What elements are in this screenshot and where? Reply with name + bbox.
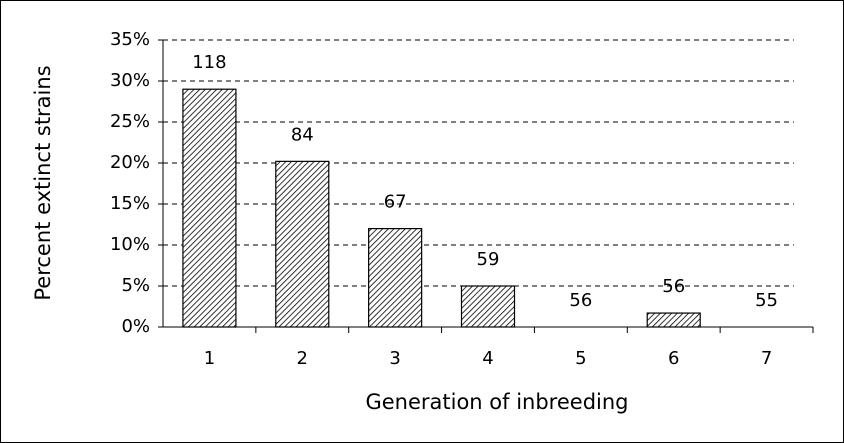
bar xyxy=(646,312,701,328)
x-tick-label: 1 xyxy=(204,348,215,369)
data-label: 56 xyxy=(662,276,685,297)
data-label: 118 xyxy=(192,52,226,73)
y-tick-label: 10% xyxy=(110,234,150,255)
bar xyxy=(368,228,423,328)
data-label: 55 xyxy=(755,290,778,311)
y-tick-label: 30% xyxy=(110,70,150,91)
y-tick-label: 20% xyxy=(110,152,150,173)
x-tick-label: 7 xyxy=(761,348,772,369)
y-tick-label: 5% xyxy=(121,275,150,296)
x-tick-label: 5 xyxy=(575,348,586,369)
x-tick-label: 4 xyxy=(482,348,493,369)
x-tick-label: 2 xyxy=(297,348,308,369)
x-axis-label: Generation of inbreeding xyxy=(365,390,628,414)
x-tick-label: 3 xyxy=(389,348,400,369)
y-tick-label: 25% xyxy=(110,111,150,132)
x-tick-label: 6 xyxy=(668,348,679,369)
data-label: 56 xyxy=(569,290,592,311)
y-tick-label: 0% xyxy=(121,316,150,337)
bar xyxy=(182,88,237,328)
bar xyxy=(275,160,330,328)
data-label: 84 xyxy=(291,124,314,145)
y-tick-label: 35% xyxy=(110,29,150,50)
y-tick-label: 15% xyxy=(110,193,150,214)
data-label: 59 xyxy=(477,249,500,270)
y-axis-label: Percent extinct strains xyxy=(31,65,55,300)
bar xyxy=(460,285,516,328)
data-label: 67 xyxy=(384,192,407,213)
